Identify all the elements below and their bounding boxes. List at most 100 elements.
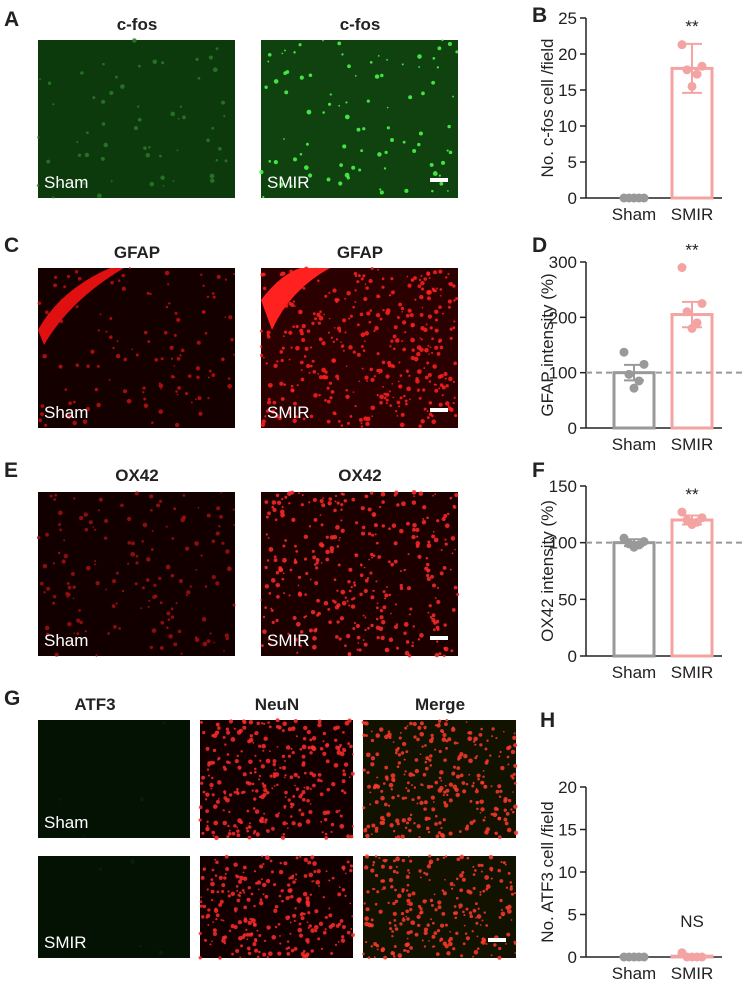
cell xyxy=(288,330,293,335)
cell xyxy=(370,552,374,557)
cell xyxy=(254,731,259,736)
cell xyxy=(300,377,305,382)
cell xyxy=(405,875,410,879)
cell xyxy=(350,928,353,930)
cell xyxy=(396,822,400,826)
cell xyxy=(152,594,157,600)
cell xyxy=(333,600,337,604)
cell xyxy=(398,361,401,364)
cell xyxy=(396,835,401,839)
cell xyxy=(448,831,453,836)
cell xyxy=(240,944,244,948)
cell xyxy=(411,644,414,648)
cell xyxy=(66,592,71,597)
cell xyxy=(195,568,198,571)
cell xyxy=(476,773,481,778)
cell xyxy=(241,889,245,892)
cell xyxy=(176,357,181,361)
condition-label: SMIR xyxy=(267,173,310,192)
image-title: NeuN xyxy=(255,695,299,714)
cell xyxy=(248,932,253,937)
cell xyxy=(426,864,432,869)
cell xyxy=(267,52,272,57)
cell xyxy=(440,548,443,551)
cell xyxy=(179,354,182,357)
cell xyxy=(362,349,366,352)
cell xyxy=(231,831,236,836)
cell xyxy=(224,159,228,163)
cell xyxy=(472,819,476,823)
cell xyxy=(352,305,355,309)
cell xyxy=(414,768,420,774)
cell xyxy=(292,913,297,918)
cell xyxy=(395,410,398,413)
cell xyxy=(378,909,383,914)
cell xyxy=(228,566,232,570)
cell xyxy=(449,496,453,500)
cell xyxy=(289,802,293,806)
cell xyxy=(432,531,435,533)
cell xyxy=(403,622,409,627)
y-tick-label: 50 xyxy=(558,590,577,609)
cell xyxy=(437,719,442,723)
cell xyxy=(306,921,309,924)
cell xyxy=(109,90,114,96)
cell xyxy=(275,582,281,588)
cell xyxy=(243,905,248,910)
cell xyxy=(305,937,310,943)
cell xyxy=(213,820,219,826)
cell xyxy=(401,796,405,800)
cell xyxy=(365,734,368,737)
cell xyxy=(390,290,395,295)
cell xyxy=(233,524,236,527)
cell xyxy=(241,790,245,795)
data-point xyxy=(629,193,639,203)
cell xyxy=(324,398,327,402)
y-tick-label: 10 xyxy=(558,863,577,882)
cell xyxy=(309,364,313,368)
cell xyxy=(428,738,434,744)
cell xyxy=(215,913,220,918)
cell xyxy=(282,544,286,548)
cell xyxy=(321,503,326,508)
cell xyxy=(401,918,406,922)
cell xyxy=(318,315,324,321)
cell xyxy=(400,751,405,755)
cell xyxy=(312,636,317,641)
cell xyxy=(380,635,385,641)
cell xyxy=(370,738,375,743)
cell xyxy=(323,600,329,606)
cell xyxy=(370,918,374,922)
cell xyxy=(409,859,413,863)
cell xyxy=(377,54,380,57)
cell xyxy=(413,735,417,739)
cell xyxy=(325,759,330,764)
cell xyxy=(101,122,106,126)
cell xyxy=(151,529,154,532)
cell xyxy=(343,762,349,767)
cell xyxy=(438,387,441,390)
cell xyxy=(278,812,280,815)
cell xyxy=(309,578,312,581)
cell xyxy=(398,384,403,389)
cell xyxy=(303,165,309,170)
cell xyxy=(479,811,482,814)
cell xyxy=(279,182,284,187)
cell xyxy=(376,890,380,894)
cell xyxy=(462,789,467,794)
cell xyxy=(236,833,241,838)
cell xyxy=(429,616,433,619)
cell xyxy=(195,366,201,371)
cell xyxy=(260,422,266,427)
cell xyxy=(40,404,45,408)
cell xyxy=(373,956,376,959)
cell xyxy=(214,858,217,861)
cell xyxy=(465,721,468,723)
y-tick-label: 0 xyxy=(568,948,577,967)
cell xyxy=(348,317,351,320)
cell xyxy=(433,537,439,543)
cell xyxy=(120,84,125,89)
cell xyxy=(314,929,318,933)
cell xyxy=(349,414,353,418)
cell xyxy=(265,855,270,861)
